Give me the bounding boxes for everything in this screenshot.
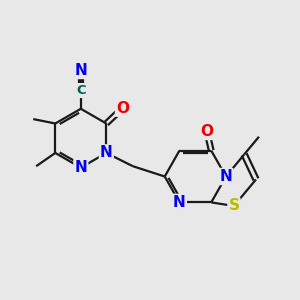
Text: O: O [116, 101, 129, 116]
Text: N: N [100, 146, 113, 160]
Text: N: N [220, 169, 232, 184]
Text: N: N [74, 160, 87, 175]
Text: N: N [74, 63, 87, 78]
Text: S: S [228, 198, 239, 213]
Text: N: N [173, 195, 186, 210]
Text: O: O [200, 124, 213, 139]
Text: C: C [76, 84, 86, 97]
